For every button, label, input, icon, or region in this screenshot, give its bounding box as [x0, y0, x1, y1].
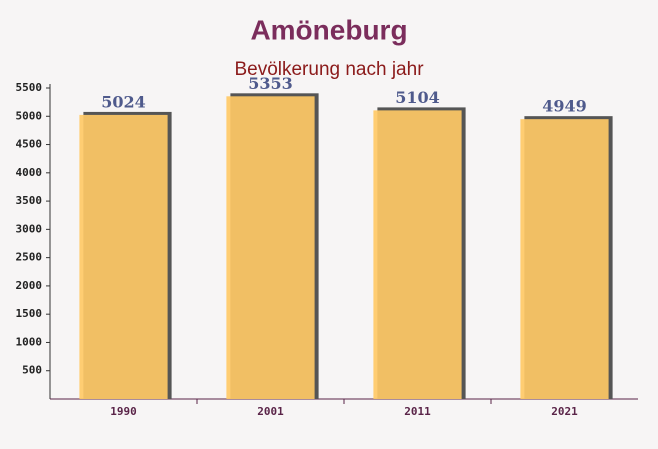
y-tick-label: 2000 [16, 279, 43, 292]
x-tick-label: 2001 [257, 405, 284, 418]
y-tick-label: 4500 [16, 138, 43, 151]
value-label: 5024 [101, 92, 146, 111]
bar [79, 114, 168, 399]
y-tick-label: 3000 [16, 222, 43, 235]
value-label: 5104 [395, 88, 440, 107]
y-tick-label: 3500 [16, 194, 43, 207]
chart-title: Amöneburg [250, 14, 407, 45]
y-tick-label: 5000 [16, 109, 43, 122]
y-tick-label: 500 [22, 364, 42, 377]
x-tick-label: 2021 [551, 405, 578, 418]
y-tick-label: 2500 [16, 251, 43, 264]
x-tick-label: 2011 [404, 405, 431, 418]
bar [373, 110, 462, 399]
value-label: 5353 [248, 74, 293, 93]
bar [226, 96, 315, 399]
bar [520, 119, 609, 399]
y-tick-label: 4000 [16, 166, 43, 179]
y-tick-label: 5500 [16, 81, 43, 94]
chart-subtitle: Bevölkerung nach jahr [234, 59, 424, 80]
y-tick-label: 1000 [16, 335, 43, 348]
x-tick-label: 1990 [110, 405, 137, 418]
y-tick-label: 1500 [16, 307, 43, 320]
value-label: 4949 [542, 97, 587, 116]
